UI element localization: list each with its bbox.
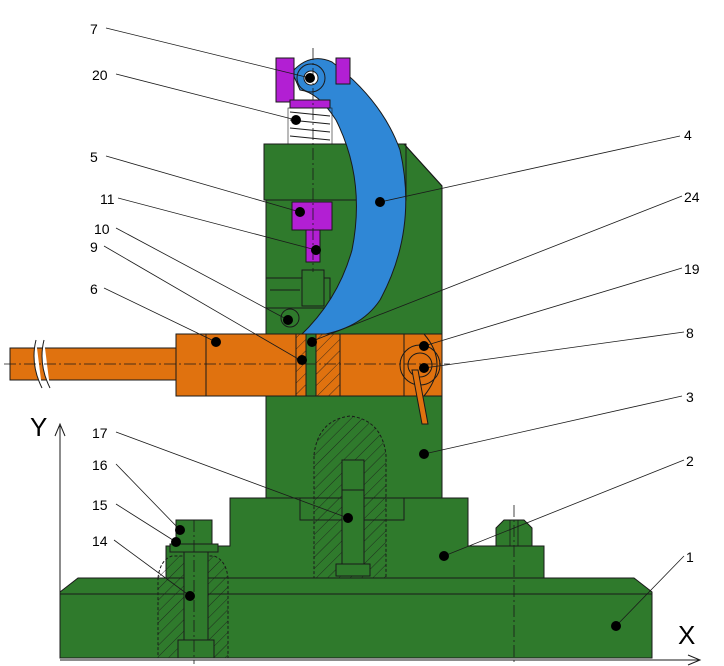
callout-19: 19 — [684, 261, 700, 277]
callout-5: 5 — [90, 149, 98, 165]
coordinate-axes: Y X — [30, 412, 702, 666]
callout-20: 20 — [92, 67, 108, 83]
callout-labels: 7 20 5 11 10 9 6 17 16 15 14 4 24 19 8 3… — [90, 21, 700, 565]
callout-8: 8 — [686, 325, 694, 341]
callout-3: 3 — [686, 389, 694, 405]
callout-6: 6 — [90, 281, 98, 297]
callout-2: 2 — [686, 453, 694, 469]
leader-lines — [103, 27, 685, 627]
hatched-bolt-section — [313, 415, 387, 579]
spring — [287, 107, 333, 145]
base-plate — [59, 577, 653, 659]
right-nut — [495, 505, 533, 664]
callout-markers — [171, 73, 621, 631]
top-clamp-bracket — [275, 57, 351, 109]
callout-17: 17 — [92, 425, 108, 441]
callout-14: 14 — [92, 533, 108, 549]
callout-9: 9 — [90, 239, 98, 255]
callout-1: 1 — [686, 549, 694, 565]
x-axis-label: X — [678, 620, 695, 650]
callout-10: 10 — [94, 221, 110, 237]
callout-16: 16 — [92, 457, 108, 473]
callout-7: 7 — [90, 21, 98, 37]
callout-24: 24 — [684, 189, 700, 205]
callout-15: 15 — [92, 497, 108, 513]
callout-4: 4 — [684, 127, 692, 143]
y-axis-label: Y — [30, 412, 47, 442]
callout-11: 11 — [100, 191, 115, 207]
